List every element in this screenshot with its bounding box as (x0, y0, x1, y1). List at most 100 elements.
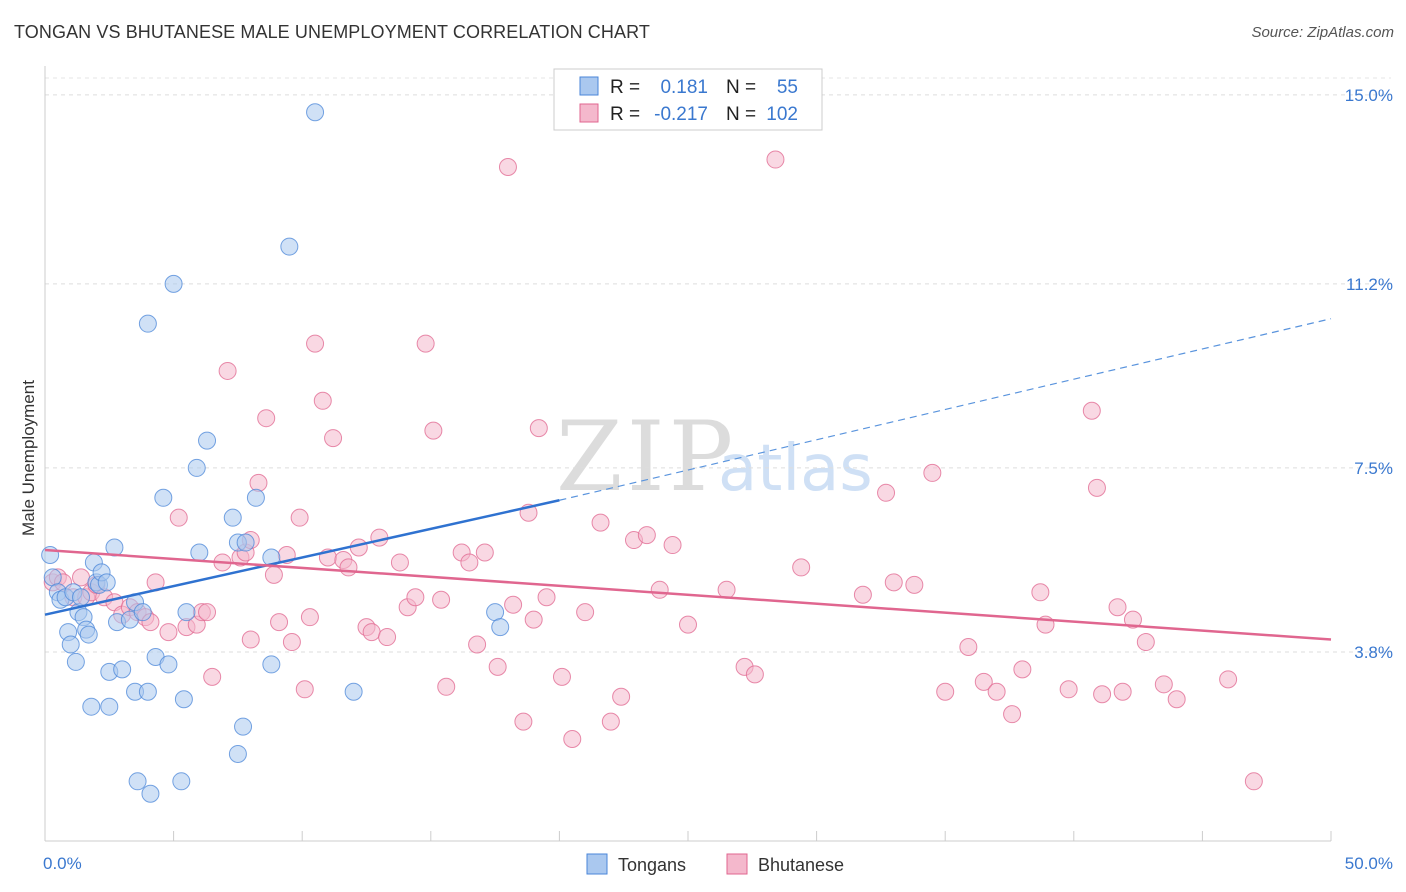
point-bhutanese-53 (424, 421, 443, 440)
point-bhutanese-44 (349, 538, 368, 557)
point-bhutanese-17 (169, 508, 188, 527)
point-tongans-39 (177, 603, 196, 622)
point-bhutanese-62 (504, 595, 523, 614)
point-bhutanese-87 (905, 575, 924, 594)
point-tongans-13 (79, 625, 98, 644)
y-axis-label: Male Unemployment (19, 380, 38, 536)
series-tongans-points (41, 103, 510, 803)
point-bhutanese-92 (987, 682, 1006, 701)
point-bhutanese-30 (257, 409, 276, 428)
regression-lines (44, 318, 1332, 641)
x-tick-labels: 0.0% 50.0% (43, 854, 1393, 873)
point-tongans-1 (43, 568, 62, 587)
point-bhutanese-49 (390, 553, 409, 572)
point-bhutanese-105 (1154, 675, 1173, 694)
point-bhutanese-57 (460, 553, 479, 572)
point-bhutanese-32 (270, 613, 289, 632)
x-tick-label-0: 0.0% (43, 854, 82, 873)
point-bhutanese-22 (203, 667, 222, 686)
point-tongans-10 (72, 588, 91, 607)
point-tongans-52 (306, 103, 325, 122)
point-bhutanese-34 (282, 633, 301, 652)
point-tongans-29 (133, 603, 152, 622)
point-bhutanese-16 (159, 623, 178, 642)
source-credit: Source: ZipAtlas.com (1251, 24, 1394, 41)
point-bhutanese-91 (974, 672, 993, 691)
point-bhutanese-94 (1013, 660, 1032, 679)
series-legend-swatch-bhutanese (726, 853, 748, 875)
point-bhutanese-35 (290, 508, 309, 527)
point-tongans-21 (100, 697, 119, 716)
point-bhutanese-75 (637, 526, 656, 545)
point-bhutanese-88 (923, 463, 942, 482)
grid-lines (45, 77, 1391, 653)
series-legend: Tongans Bhutanese (586, 853, 844, 875)
point-bhutanese-66 (529, 419, 548, 438)
point-bhutanese-93 (1003, 705, 1022, 724)
point-tongans-19 (97, 573, 116, 592)
point-bhutanese-107 (1219, 670, 1238, 689)
regression-line-bhutanese (44, 548, 1332, 641)
point-bhutanese-51 (406, 588, 425, 607)
point-tongans-51 (280, 237, 299, 256)
point-bhutanese-81 (745, 665, 764, 684)
x-tick-label-1: 50.0% (1345, 854, 1393, 873)
chart-title: TONGAN VS BHUTANESE MALE UNEMPLOYMENT CO… (14, 22, 650, 42)
point-bhutanese-79 (717, 580, 736, 599)
point-bhutanese-36 (295, 680, 314, 699)
series-legend-swatch-tongans (586, 853, 608, 875)
point-tongans-47 (236, 533, 255, 552)
point-bhutanese-68 (552, 667, 571, 686)
point-tongans-49 (262, 655, 281, 674)
axes (44, 66, 1332, 842)
y-tick-label-2: 11.2% (1346, 275, 1393, 294)
point-bhutanese-101 (1108, 598, 1127, 617)
point-bhutanese-47 (370, 528, 389, 547)
series-legend-label-tongans: Tongans (618, 855, 686, 875)
point-bhutanese-65 (524, 610, 543, 629)
point-bhutanese-69 (563, 730, 582, 749)
point-bhutanese-72 (601, 712, 620, 731)
point-tongans-34 (154, 488, 173, 507)
point-bhutanese-55 (437, 677, 456, 696)
point-tongans-55 (491, 618, 510, 637)
legend-swatch-bhutanese (579, 103, 599, 123)
legend-n-label-tongans: N = (726, 77, 756, 98)
point-tongans-48 (246, 488, 265, 507)
point-tongans-35 (159, 655, 178, 674)
point-bhutanese-21 (198, 603, 217, 622)
legend-r-value-bhutanese: -0.217 (654, 104, 708, 125)
legend-swatch-tongans (579, 76, 599, 96)
point-tongans-31 (141, 784, 160, 803)
point-bhutanese-52 (416, 334, 435, 353)
point-bhutanese-84 (853, 585, 872, 604)
point-bhutanese-102 (1113, 682, 1132, 701)
point-bhutanese-41 (324, 429, 343, 448)
point-bhutanese-86 (884, 573, 903, 592)
point-bhutanese-97 (1059, 680, 1078, 699)
point-bhutanese-89 (936, 682, 955, 701)
point-bhutanese-103 (1123, 610, 1142, 629)
point-bhutanese-106 (1167, 690, 1186, 709)
legend-r-label-bhutanese: R = (610, 104, 640, 125)
point-bhutanese-38 (306, 334, 325, 353)
y-tick-label-3: 15.0% (1345, 86, 1393, 105)
point-tongans-53 (344, 682, 363, 701)
point-bhutanese-59 (475, 543, 494, 562)
point-tongans-46 (234, 717, 253, 736)
series-legend-label-bhutanese: Bhutanese (758, 855, 844, 875)
point-tongans-54 (486, 603, 505, 622)
point-bhutanese-108 (1244, 772, 1263, 791)
watermark-zip: ZIP (556, 401, 737, 513)
stats-legend: R = 0.181 N = 55 R = -0.217 N = 102 (553, 68, 823, 131)
legend-r-label-tongans: R = (610, 77, 640, 98)
point-bhutanese-90 (959, 638, 978, 657)
point-tongans-24 (113, 660, 132, 679)
regression-extension-tongans (559, 318, 1332, 501)
point-bhutanese-83 (792, 558, 811, 577)
point-tongans-36 (164, 274, 183, 293)
point-bhutanese-63 (514, 712, 533, 731)
point-bhutanese-46 (362, 623, 381, 642)
